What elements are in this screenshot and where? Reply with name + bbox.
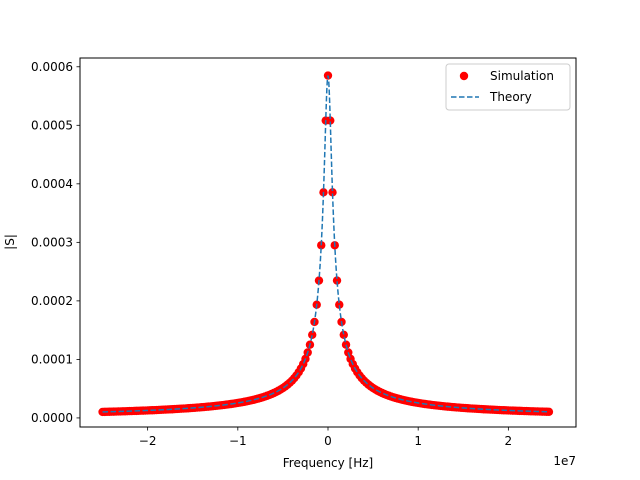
x-tick-label: 2 [505, 434, 513, 448]
x-axis-ticks: −2 −1 0 1 2 [139, 427, 512, 448]
y-tick-label: 0.0004 [31, 177, 73, 191]
y-tick-label: 0.0002 [31, 294, 73, 308]
x-tick-label: 0 [324, 434, 332, 448]
legend-label-simulation: Simulation [490, 69, 554, 83]
y-tick-label: 0.0000 [31, 411, 73, 425]
x-tick-label: −1 [229, 434, 247, 448]
y-tick-label: 0.0006 [31, 60, 73, 74]
y-tick-label: 0.0005 [31, 118, 73, 132]
legend-marker-simulation [459, 71, 469, 81]
y-axis-ticks: 0.0000 0.0001 0.0002 0.0003 0.0004 0.0005 0.00… [31, 60, 80, 425]
simulation-point [339, 330, 348, 339]
simulation-point [308, 330, 317, 339]
legend-box [445, 63, 571, 111]
legend: Simulation Theory [445, 63, 571, 111]
theory-line [102, 75, 549, 413]
simulation-point [326, 116, 335, 125]
simulation-point [332, 276, 342, 285]
simulation-point [328, 188, 337, 197]
y-tick-label: 0.0003 [31, 235, 73, 249]
x-axis-offset-text: 1e7 [553, 454, 576, 468]
y-axis-label: |S| [3, 234, 17, 250]
x-tick-label: 1 [414, 434, 422, 448]
simulation-point [544, 407, 554, 417]
series-layer [98, 71, 554, 417]
x-tick-label: −2 [139, 434, 157, 448]
simulation-point [335, 300, 344, 309]
y-tick-label: 0.0001 [31, 352, 73, 366]
x-axis-label: Frequency [Hz] [283, 456, 374, 470]
legend-label-theory: Theory [489, 90, 532, 104]
